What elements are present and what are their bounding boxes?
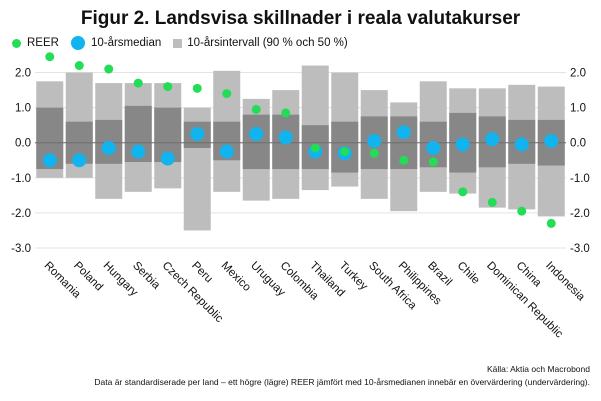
legend-reer-label: REER: [27, 37, 59, 49]
reer-point: [487, 197, 497, 207]
reer-point: [251, 104, 261, 114]
y-tick-label-right: 0.0: [570, 138, 586, 150]
reer-point: [222, 89, 232, 99]
y-tick-label-right: -3.0: [570, 243, 590, 255]
legend-item-median: 10-årsmedian: [70, 36, 162, 50]
median-point: [190, 126, 205, 141]
reer-point: [458, 187, 468, 197]
reer-point: [310, 143, 320, 153]
category-label: Chile: [455, 260, 482, 287]
median-point: [396, 125, 411, 140]
reer-point: [104, 64, 114, 74]
reer-point: [74, 61, 84, 71]
reer-point: [428, 157, 438, 167]
interval-50-bar: [242, 114, 270, 170]
legend-interval-marker: [173, 38, 183, 48]
note-text: Data är standardiserade per land – ett h…: [94, 377, 590, 387]
reer-point: [517, 206, 527, 216]
legend-item-reer: REER: [12, 37, 59, 49]
median-point: [249, 126, 264, 141]
category-label: Indonesia: [543, 260, 587, 304]
median-point: [426, 140, 441, 155]
y-tick-label-left: 0.0: [15, 138, 31, 150]
median-point: [101, 140, 116, 155]
median-point: [544, 133, 559, 148]
reer-point: [133, 78, 143, 88]
legend-median-label: 10-årsmedian: [90, 37, 162, 49]
reer-point: [546, 218, 556, 228]
median-point: [72, 153, 87, 168]
reer-point: [369, 148, 379, 158]
median-point: [485, 132, 500, 147]
y-tick-label-left: -3.0: [11, 243, 31, 255]
y-tick-label-left: 2.0: [15, 68, 31, 80]
chart-title: Figur 2. Landsvisa skillnader i reala va…: [80, 8, 521, 29]
category-label: Mexico: [219, 260, 253, 294]
median-point: [514, 137, 529, 152]
reer-point: [163, 82, 173, 92]
y-tick-label-left: -1.0: [11, 173, 31, 185]
source-text: Källa: Aktia och Macrobond: [486, 364, 590, 374]
reer-point: [45, 52, 55, 62]
reer-point: [192, 83, 202, 93]
legend-reer-marker: [12, 38, 21, 48]
y-tick-label-right: -1.0: [570, 173, 590, 185]
reer-point: [399, 155, 409, 165]
legend-median-marker: [70, 36, 85, 50]
median-point: [131, 144, 146, 159]
median-point: [219, 144, 234, 159]
legend: REER 10-årsmedian 10-årsintervall (90 % …: [12, 36, 360, 50]
y-tick-label-left: 1.0: [15, 103, 31, 115]
legend-item-interval: 10-årsintervall (90 % och 50 %): [173, 37, 348, 49]
y-tick-label-left: -2.0: [11, 208, 31, 220]
y-tick-label-right: -2.0: [570, 208, 590, 220]
reer-point: [340, 147, 350, 156]
median-point: [367, 133, 382, 148]
y-tick-label-right: 2.0: [570, 68, 586, 80]
median-point: [160, 151, 175, 166]
median-point: [42, 153, 57, 168]
median-point: [278, 130, 293, 145]
reer-point: [281, 108, 291, 118]
median-point: [455, 137, 470, 152]
legend-interval-label: 10-årsintervall (90 % och 50 %): [187, 37, 348, 49]
y-tick-label-right: 1.0: [570, 103, 586, 115]
category-label: Peru: [189, 260, 215, 286]
